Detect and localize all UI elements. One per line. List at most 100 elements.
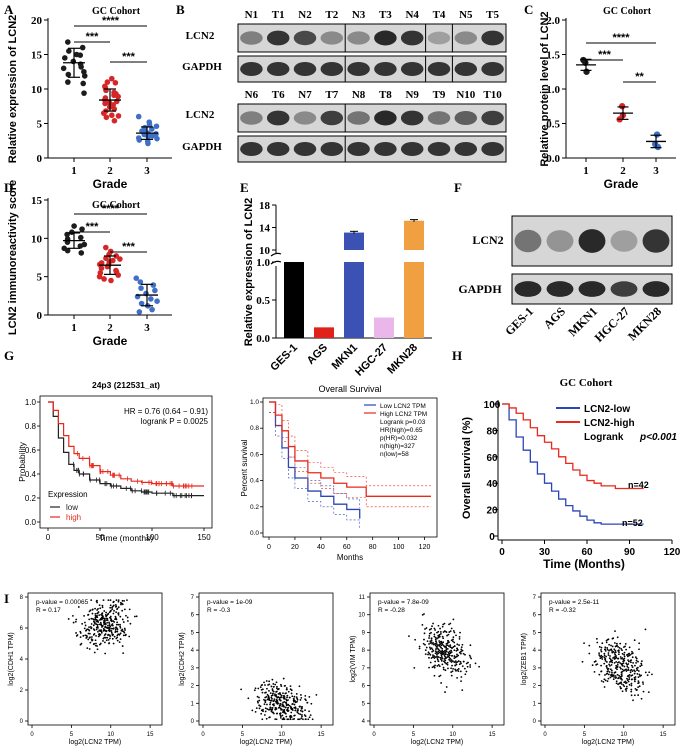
data-point: [72, 621, 75, 624]
panel-letter: B: [176, 2, 185, 17]
data-point: [438, 635, 441, 638]
data-point: [247, 697, 250, 700]
data-point: [90, 627, 93, 630]
x-tick-label: 0: [201, 732, 205, 738]
data-point: [443, 654, 446, 657]
data-point: [450, 659, 453, 661]
data-point: [636, 672, 639, 675]
bar: [344, 262, 364, 338]
data-point: [99, 618, 102, 621]
data-point: [610, 669, 613, 672]
panel-letter: C: [524, 2, 533, 17]
data-point: [289, 685, 292, 688]
x-tick-label: 100: [393, 544, 405, 551]
data-point: [79, 636, 82, 638]
data-point: [621, 678, 623, 681]
data-point: [114, 603, 117, 606]
data-point: [619, 685, 622, 688]
panel-I-scatter-1: 0 5 10 15 0 2 4 6 8 log2(LCN2 TPM) log2(CDH1 TPM) p…: [8, 592, 163, 746]
data-point: [85, 634, 88, 637]
gapdh-band: [266, 62, 290, 76]
data-point: [439, 645, 441, 648]
y-tick-label: 0.2: [250, 504, 259, 511]
data-point: [240, 688, 243, 691]
y-tick-label: 60: [486, 453, 498, 464]
data-point: [437, 648, 440, 651]
x-tick-label: 1: [71, 165, 77, 177]
x-tick-label: 0: [372, 732, 376, 738]
data-point: [447, 633, 450, 636]
data-point: [81, 622, 84, 625]
gapdh-band: [320, 142, 344, 156]
data-point: [446, 634, 448, 637]
significance-label: ****: [612, 32, 630, 44]
data-point: [442, 641, 445, 644]
data-point: [437, 664, 440, 666]
x-axis-title: Grade: [604, 177, 639, 191]
data-point: [432, 643, 435, 646]
panel-A-dotplot: 0 5 10 15 20 1 2 3 Grade Relative expression of L…: [7, 6, 172, 191]
data-point: [434, 660, 437, 663]
data-point: [440, 644, 443, 647]
data-point: [620, 677, 623, 680]
y-axis-title: log2(ZEB1 TPM): [521, 633, 528, 685]
legend-entry: low: [66, 503, 78, 512]
data-point: [630, 664, 633, 667]
data-point: [282, 717, 285, 719]
data-point: [126, 620, 129, 622]
data-point: [436, 647, 439, 650]
data-point: [431, 642, 433, 645]
panel-D-dotplot: 0 5 10 15 1 2 3 Grade LCN2 immunoreactivity scor…: [7, 180, 172, 348]
data-point: [119, 623, 121, 626]
gapdh-band: [374, 62, 397, 76]
y-tick-label: 7: [191, 595, 195, 601]
data-point: [603, 652, 606, 655]
lcn2-band: [320, 110, 344, 126]
data-point: [434, 629, 437, 631]
lcn2-band: [454, 111, 478, 125]
data-point: [307, 718, 310, 721]
lane-label: N10: [456, 89, 475, 101]
y-tick-label: 9: [362, 630, 366, 636]
data-point: [93, 629, 96, 631]
data-point: [123, 608, 126, 611]
data-point: [427, 653, 429, 656]
data-point: [104, 641, 106, 644]
data-point: [604, 674, 606, 676]
data-point: [283, 697, 286, 700]
data-point: [618, 646, 621, 649]
chart-title: GC Cohort: [603, 6, 652, 17]
data-point: [298, 718, 301, 721]
data-point: [275, 708, 278, 710]
data-point: [608, 657, 611, 660]
data-point: [114, 605, 117, 608]
data-point: [607, 677, 610, 680]
data-point: [631, 678, 633, 681]
legend-entry: LCN2-high: [584, 418, 635, 429]
data-point: [646, 674, 649, 677]
data-point: [616, 636, 619, 639]
y-tick-label: 10: [259, 245, 271, 257]
data-point: [113, 635, 116, 638]
data-point: [102, 599, 105, 601]
data-point: [606, 648, 609, 651]
data-point: [605, 665, 608, 668]
data-point: [609, 660, 612, 663]
lane-label: N5: [459, 9, 473, 21]
data-point: [630, 684, 633, 687]
data-point: [616, 673, 619, 676]
data-point: [112, 79, 119, 86]
data-point: [428, 646, 431, 649]
data-point: [620, 683, 623, 685]
data-point: [290, 692, 293, 695]
data-point: [109, 615, 112, 618]
data-point: [622, 658, 625, 661]
data-point: [455, 661, 457, 664]
data-point: [413, 666, 416, 669]
data-point: [608, 643, 611, 646]
data-point: [641, 681, 644, 684]
band-label: LCN2: [472, 233, 503, 247]
y-tick-label: 0: [37, 310, 43, 322]
data-point: [97, 611, 100, 613]
